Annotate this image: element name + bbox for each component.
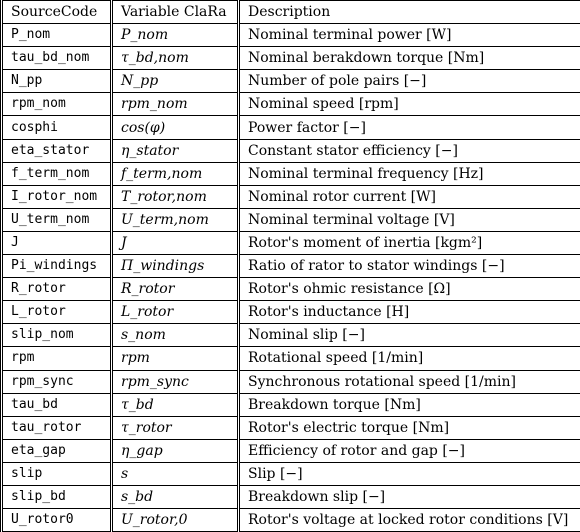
description-cell: Breakdown slip [−]	[239, 485, 580, 508]
source-code-cell: tau_bd	[2, 393, 112, 416]
description-cell: Nominal slip [−]	[239, 324, 580, 347]
variable-clara-cell: η_stator	[112, 139, 239, 162]
source-code-cell: Pi_windings	[2, 255, 112, 278]
variable-clara-cell: τ_rotor	[112, 416, 239, 439]
source-code-cell: J	[2, 231, 112, 254]
description-cell: Rotor's moment of inertia [kgm²]	[239, 231, 580, 254]
variable-clara-cell: L_rotor	[112, 301, 239, 324]
description-cell: Breakdown torque [Nm]	[239, 393, 580, 416]
variable-clara-cell: T_rotor,nom	[112, 185, 239, 208]
source-code-cell: f_term_nom	[2, 162, 112, 185]
variable-clara-cell: U_rotor,0	[112, 509, 239, 532]
source-code-cell: tau_bd_nom	[2, 47, 112, 70]
source-code-cell: U_term_nom	[2, 208, 112, 231]
variable-clara-cell: U_term,nom	[112, 208, 239, 231]
source-code-cell: tau_rotor	[2, 416, 112, 439]
source-code-cell: R_rotor	[2, 278, 112, 301]
description-cell: Nominal terminal frequency [Hz]	[239, 162, 580, 185]
description-cell: Nominal speed [rpm]	[239, 93, 580, 116]
source-code-cell: L_rotor	[2, 301, 112, 324]
variable-clara-cell: cos(φ)	[112, 116, 239, 139]
source-code-cell: slip	[2, 462, 112, 485]
description-cell: Rotational speed [1/min]	[239, 347, 580, 370]
description-cell: Nominal berakdown torque [Nm]	[239, 47, 580, 70]
source-code-cell: rpm_nom	[2, 93, 112, 116]
description-cell: Slip [−]	[239, 462, 580, 485]
source-code-cell: rpm_sync	[2, 370, 112, 393]
description-cell: Power factor [−]	[239, 116, 580, 139]
description-cell: Ratio of rator to stator windings [−]	[239, 255, 580, 278]
source-code-cell: U_rotor0	[2, 509, 112, 532]
header-variable-clara: Variable ClaRa	[112, 1, 239, 24]
variable-clara-cell: η_gap	[112, 439, 239, 462]
variable-clara-cell: τ_bd	[112, 393, 239, 416]
description-cell: Synchronous rotational speed [1/min]	[239, 370, 580, 393]
variable-clara-cell: s	[112, 462, 239, 485]
variable-clara-cell: τ_bd,nom	[112, 47, 239, 70]
source-code-cell: N_pp	[2, 70, 112, 93]
description-cell: Rotor's electric torque [Nm]	[239, 416, 580, 439]
variable-clara-cell: rpm_sync	[112, 370, 239, 393]
variable-clara-cell: P_nom	[112, 24, 239, 47]
description-cell: Nominal rotor current [W]	[239, 185, 580, 208]
description-cell: Rotor's inductance [H]	[239, 301, 580, 324]
variable-clara-cell: s_bd	[112, 485, 239, 508]
source-code-cell: rpm	[2, 347, 112, 370]
variable-clara-cell: rpm	[112, 347, 239, 370]
source-code-cell: eta_stator	[2, 139, 112, 162]
description-cell: Number of pole pairs [−]	[239, 70, 580, 93]
description-cell: Rotor's ohmic resistance [Ω]	[239, 278, 580, 301]
description-cell: Nominal terminal voltage [V]	[239, 208, 580, 231]
source-code-cell: cosphi	[2, 116, 112, 139]
variable-clara-cell: rpm_nom	[112, 93, 239, 116]
variables-table-container: SourceCode Variable ClaRa Description P_…	[0, 0, 580, 478]
source-code-cell: eta_gap	[2, 439, 112, 462]
description-cell: Nominal terminal power [W]	[239, 24, 580, 47]
variable-clara-cell: Π_windings	[112, 255, 239, 278]
source-code-cell: P_nom	[2, 24, 112, 47]
variable-clara-cell: J	[112, 231, 239, 254]
description-cell: Efficiency of rotor and gap [−]	[239, 439, 580, 462]
header-description: Description	[239, 1, 580, 24]
variable-clara-cell: N_pp	[112, 70, 239, 93]
source-code-cell: slip_bd	[2, 485, 112, 508]
description-cell: Rotor's voltage at locked rotor conditio…	[239, 509, 580, 532]
variable-clara-cell: s_nom	[112, 324, 239, 347]
source-code-cell: slip_nom	[2, 324, 112, 347]
variable-clara-cell: f_term,nom	[112, 162, 239, 185]
description-cell: Constant stator efficiency [−]	[239, 139, 580, 162]
header-source-code: SourceCode	[2, 1, 112, 24]
source-code-cell: I_rotor_nom	[2, 185, 112, 208]
table-header-row: SourceCode Variable ClaRa Description	[2, 1, 580, 24]
variable-clara-cell: R_rotor	[112, 278, 239, 301]
